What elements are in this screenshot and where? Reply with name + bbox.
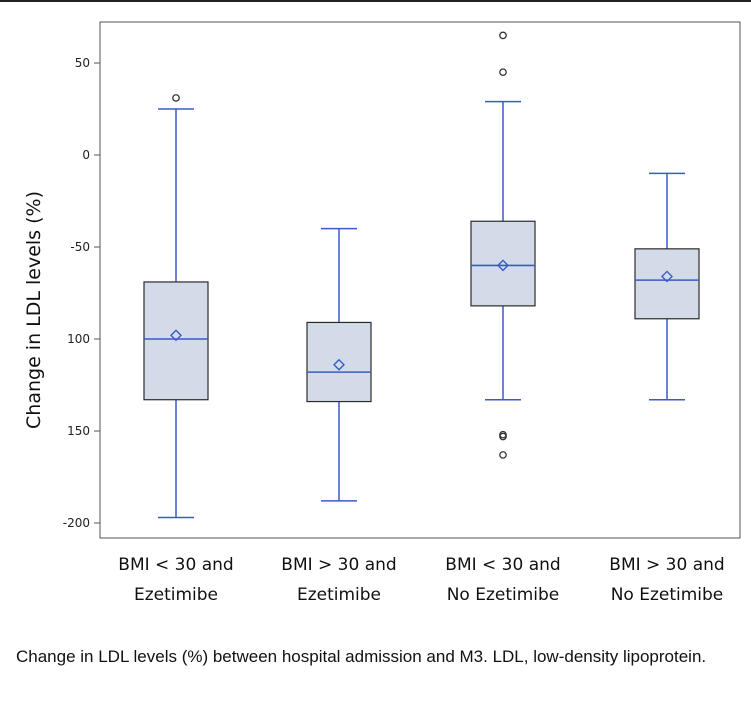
box-group bbox=[470, 31, 536, 459]
outlier-point bbox=[499, 451, 507, 459]
box-plot-chart: Change in LDL levels (%) 50 0 -50 100 150 -20… bbox=[23, 21, 741, 605]
box-iqr bbox=[470, 220, 536, 307]
x-category-label-line2: Ezetimibe bbox=[297, 585, 381, 605]
mean-marker bbox=[497, 259, 509, 272]
x-category-label-line1: BMI < 30 and bbox=[445, 555, 560, 575]
x-category-label-line2: No Ezetimibe bbox=[447, 585, 560, 605]
y-tick-label: -200 bbox=[63, 516, 90, 530]
x-category-label-line1: BMI > 30 and bbox=[609, 555, 724, 575]
boxes-group bbox=[143, 31, 700, 519]
y-tick-label: 100 bbox=[67, 332, 90, 346]
mean-marker bbox=[661, 270, 673, 283]
outlier-point bbox=[172, 94, 180, 102]
x-category-label-line2: No Ezetimibe bbox=[611, 585, 724, 605]
x-category-label-line1: BMI < 30 and bbox=[118, 555, 233, 575]
outlier-point bbox=[499, 31, 507, 40]
outlier-point bbox=[499, 432, 507, 441]
y-tick-label: 150 bbox=[67, 424, 90, 438]
plot-frame bbox=[99, 21, 741, 539]
box-iqr bbox=[306, 321, 372, 403]
x-axis-categories: BMI < 30 and Ezetimibe BMI > 30 and Ezetimi… bbox=[118, 555, 724, 605]
y-tick-label: 50 bbox=[75, 56, 90, 70]
y-axis-label: Change in LDL levels (%) bbox=[23, 191, 45, 429]
top-rule bbox=[0, 0, 751, 2]
figure-caption: Change in LDL levels (%) between hospita… bbox=[16, 647, 707, 666]
box-group bbox=[143, 94, 209, 519]
mean-marker bbox=[333, 358, 345, 371]
outlier-point bbox=[499, 68, 507, 77]
y-axis-ticks: 50 0 -50 100 150 -200 bbox=[63, 56, 100, 530]
x-category-label-line1: BMI > 30 and bbox=[281, 555, 396, 575]
box-group bbox=[634, 172, 700, 401]
box-group bbox=[306, 227, 372, 502]
y-tick-label: -50 bbox=[70, 240, 90, 254]
y-tick-label: 0 bbox=[82, 148, 90, 162]
box-iqr bbox=[634, 248, 700, 320]
mean-marker bbox=[170, 329, 182, 342]
x-category-label-line2: Ezetimibe bbox=[134, 585, 218, 605]
